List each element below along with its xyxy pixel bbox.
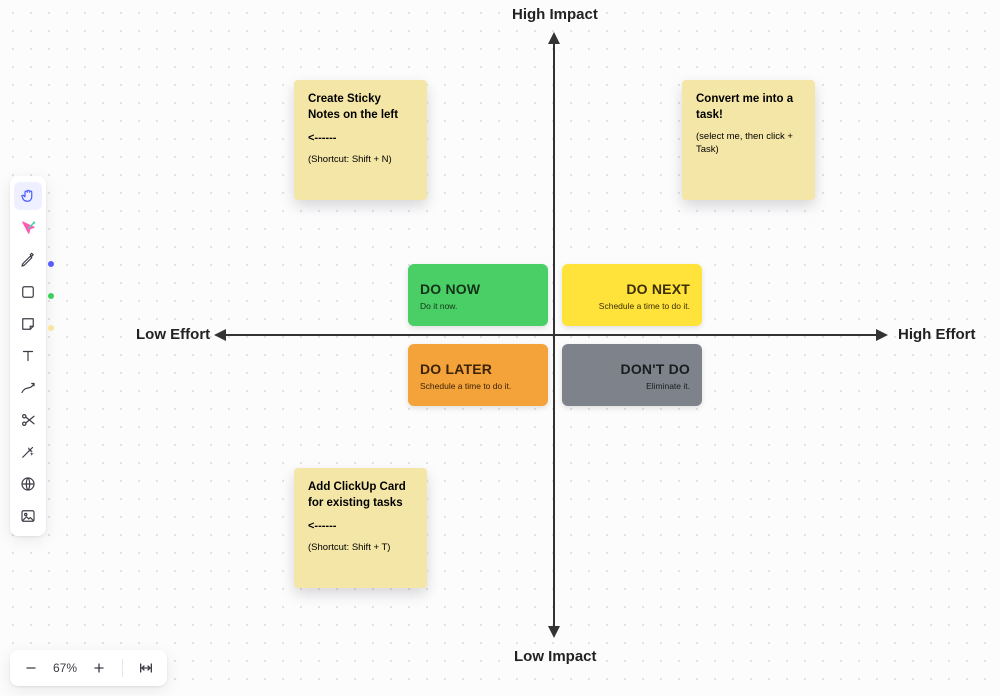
- quadrant-do-next[interactable]: DO NEXT Schedule a time to do it.: [562, 264, 702, 326]
- pen-icon: [19, 251, 37, 269]
- y-axis: [553, 40, 555, 630]
- sticky-arrow: <------: [308, 519, 413, 534]
- sparkle-icon: [19, 443, 37, 461]
- image-icon: [19, 507, 37, 525]
- sticky-note[interactable]: Convert me into a task! (select me, then…: [682, 80, 815, 200]
- sticky-color-swatch[interactable]: [48, 325, 54, 331]
- sticky-heading: Add ClickUp Card for existing tasks: [308, 480, 413, 511]
- sticky-heading: Convert me into a task!: [696, 92, 801, 123]
- sticky-meta: (Shortcut: Shift + T): [308, 542, 413, 555]
- connector-icon: [19, 379, 37, 397]
- minus-icon: [23, 660, 39, 676]
- scissors-icon: [19, 411, 37, 429]
- axis-label-bottom: Low Impact: [514, 648, 597, 665]
- quadrant-title: DON'T DO: [574, 361, 690, 377]
- quadrant-subtitle: Do it now.: [420, 301, 536, 311]
- arrow-down-icon: [548, 626, 560, 638]
- fit-width-icon: [138, 660, 154, 676]
- text-tool[interactable]: [14, 342, 42, 370]
- quadrant-subtitle: Eliminate it.: [574, 381, 690, 391]
- sticky-arrow: <------: [308, 131, 413, 146]
- shape-color-swatch[interactable]: [48, 293, 54, 299]
- globe-tool[interactable]: [14, 470, 42, 498]
- hand-tool[interactable]: [14, 182, 42, 210]
- select-tool[interactable]: [14, 214, 42, 242]
- cursor-icon: [19, 219, 37, 237]
- sticky-note-tool[interactable]: [14, 310, 42, 338]
- zoom-out-button[interactable]: [18, 655, 44, 681]
- sticky-note[interactable]: Add ClickUp Card for existing tasks <---…: [294, 468, 427, 588]
- axis-label-right: High Effort: [898, 326, 975, 343]
- shape-tool[interactable]: [14, 278, 42, 306]
- hand-icon: [19, 187, 37, 205]
- text-icon: [19, 347, 37, 365]
- scissors-tool[interactable]: [14, 406, 42, 434]
- zoom-bar: 67%: [10, 650, 167, 686]
- fit-width-button[interactable]: [133, 655, 159, 681]
- toolbar: [10, 176, 46, 536]
- sticky-meta: (Shortcut: Shift + N): [308, 154, 413, 167]
- sparkle-tool[interactable]: [14, 438, 42, 466]
- quadrant-subtitle: Schedule a time to do it.: [574, 301, 690, 311]
- globe-icon: [19, 475, 37, 493]
- x-axis: [222, 334, 880, 336]
- sticky-note[interactable]: Create Sticky Notes on the left <------ …: [294, 80, 427, 200]
- quadrant-dont-do[interactable]: DON'T DO Eliminate it.: [562, 344, 702, 406]
- plus-icon: [91, 660, 107, 676]
- quadrant-subtitle: Schedule a time to do it.: [420, 381, 536, 391]
- axis-label-left: Low Effort: [136, 326, 210, 343]
- zoom-in-button[interactable]: [86, 655, 112, 681]
- connector-tool[interactable]: [14, 374, 42, 402]
- sticky-meta: (select me, then click + Task): [696, 131, 801, 157]
- pen-tool[interactable]: [14, 246, 42, 274]
- sticky-note-icon: [19, 315, 37, 333]
- quadrant-title: DO LATER: [420, 361, 536, 377]
- zoom-level[interactable]: 67%: [50, 661, 80, 675]
- pen-color-swatch[interactable]: [48, 261, 54, 267]
- quadrant-do-now[interactable]: DO NOW Do it now.: [408, 264, 548, 326]
- arrow-right-icon: [876, 329, 888, 341]
- axis-label-top: High Impact: [512, 6, 598, 23]
- image-tool[interactable]: [14, 502, 42, 530]
- sticky-heading: Create Sticky Notes on the left: [308, 92, 413, 123]
- square-icon: [19, 283, 37, 301]
- quadrant-title: DO NEXT: [574, 281, 690, 297]
- quadrant-title: DO NOW: [420, 281, 536, 297]
- arrow-up-icon: [548, 32, 560, 44]
- quadrant-do-later[interactable]: DO LATER Schedule a time to do it.: [408, 344, 548, 406]
- separator: [122, 659, 123, 677]
- arrow-left-icon: [214, 329, 226, 341]
